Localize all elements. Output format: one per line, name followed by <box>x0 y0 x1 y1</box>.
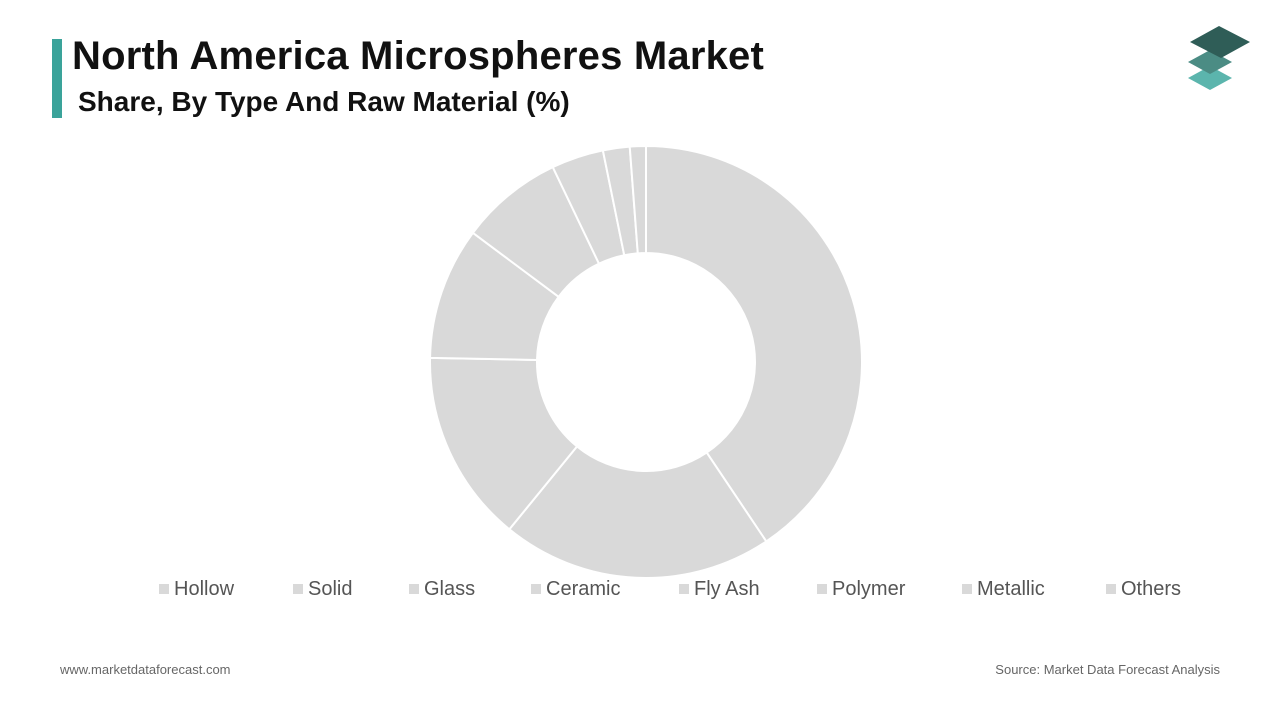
page-subtitle: Share, By Type And Raw Material (%) <box>78 86 570 117</box>
footer-source: Source: Market Data Forecast Analysis <box>995 662 1220 677</box>
footer-website: www.marketdataforecast.com <box>60 662 231 677</box>
legend-marker <box>531 584 541 594</box>
legend-label: Others <box>1121 578 1181 600</box>
stacked-layers-icon <box>1188 26 1250 90</box>
logo-layer-bottom <box>1188 66 1232 90</box>
page-title: North America Microspheres Market <box>72 34 765 78</box>
slice-hollow <box>645 144 863 543</box>
legend-item-polymer: Polymer <box>817 578 906 600</box>
legend-item-ceramic: Ceramic <box>531 578 620 600</box>
legend-label: Ceramic <box>546 578 620 600</box>
legend-item-solid: Solid <box>293 578 352 600</box>
chart-legend: Hollow Solid Glass Ceramic Fly Ash Polymer Met… <box>159 578 1181 600</box>
chart-slices <box>429 144 863 579</box>
legend-marker <box>962 584 972 594</box>
legend-label: Hollow <box>174 578 235 600</box>
legend-marker <box>1106 584 1116 594</box>
legend-item-others: Others <box>1106 578 1181 600</box>
legend-item-hollow: Hollow <box>159 578 235 600</box>
legend-label: Glass <box>424 578 475 600</box>
legend-marker <box>409 584 419 594</box>
legend-marker <box>293 584 303 594</box>
legend-item-fly-ash: Fly Ash <box>679 578 760 600</box>
legend-item-glass: Glass <box>409 578 475 600</box>
legend-marker <box>679 584 689 594</box>
legend-label: Solid <box>308 578 352 600</box>
legend-label: Fly Ash <box>694 578 760 600</box>
logo-layer-top <box>1190 26 1250 58</box>
title-accent-bar <box>52 39 62 118</box>
slice-others <box>628 144 647 255</box>
legend-marker <box>159 584 169 594</box>
legend-label: Metallic <box>977 578 1045 600</box>
slice-solid <box>507 445 768 579</box>
legend-marker <box>817 584 827 594</box>
legend-item-metallic: Metallic <box>962 578 1045 600</box>
legend-label: Polymer <box>832 578 906 600</box>
